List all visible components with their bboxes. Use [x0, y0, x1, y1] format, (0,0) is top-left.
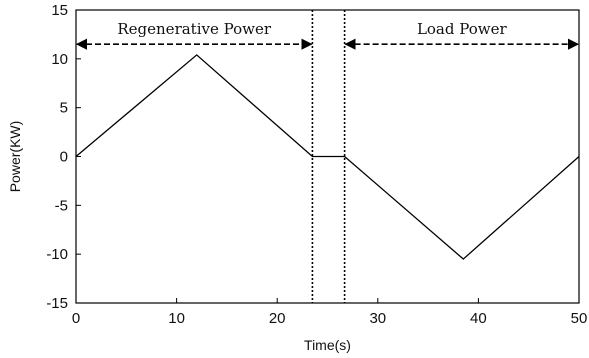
region-label: Regenerative Power — [117, 20, 271, 38]
x-axis-title: Time(s) — [304, 337, 351, 353]
region-label: Load Power — [417, 20, 508, 38]
y-tick-label: 10 — [51, 51, 68, 68]
x-tick-label: 50 — [571, 310, 588, 327]
y-tick-label: -15 — [46, 295, 68, 312]
power-series-line — [75, 54, 580, 260]
y-tick-label: 0 — [60, 149, 68, 166]
y-tick-label: -5 — [55, 197, 68, 214]
x-tick-label: 10 — [168, 310, 185, 327]
x-tick-label: 30 — [369, 310, 386, 327]
x-tick-label: 0 — [72, 310, 80, 327]
x-tick-label: 20 — [269, 310, 286, 327]
y-tick-label: 5 — [60, 100, 68, 117]
y-tick-label: 15 — [51, 2, 68, 19]
y-tick-label: -10 — [46, 246, 68, 263]
y-axis-title: Power(KW) — [7, 121, 23, 193]
x-tick-label: 40 — [470, 310, 487, 327]
